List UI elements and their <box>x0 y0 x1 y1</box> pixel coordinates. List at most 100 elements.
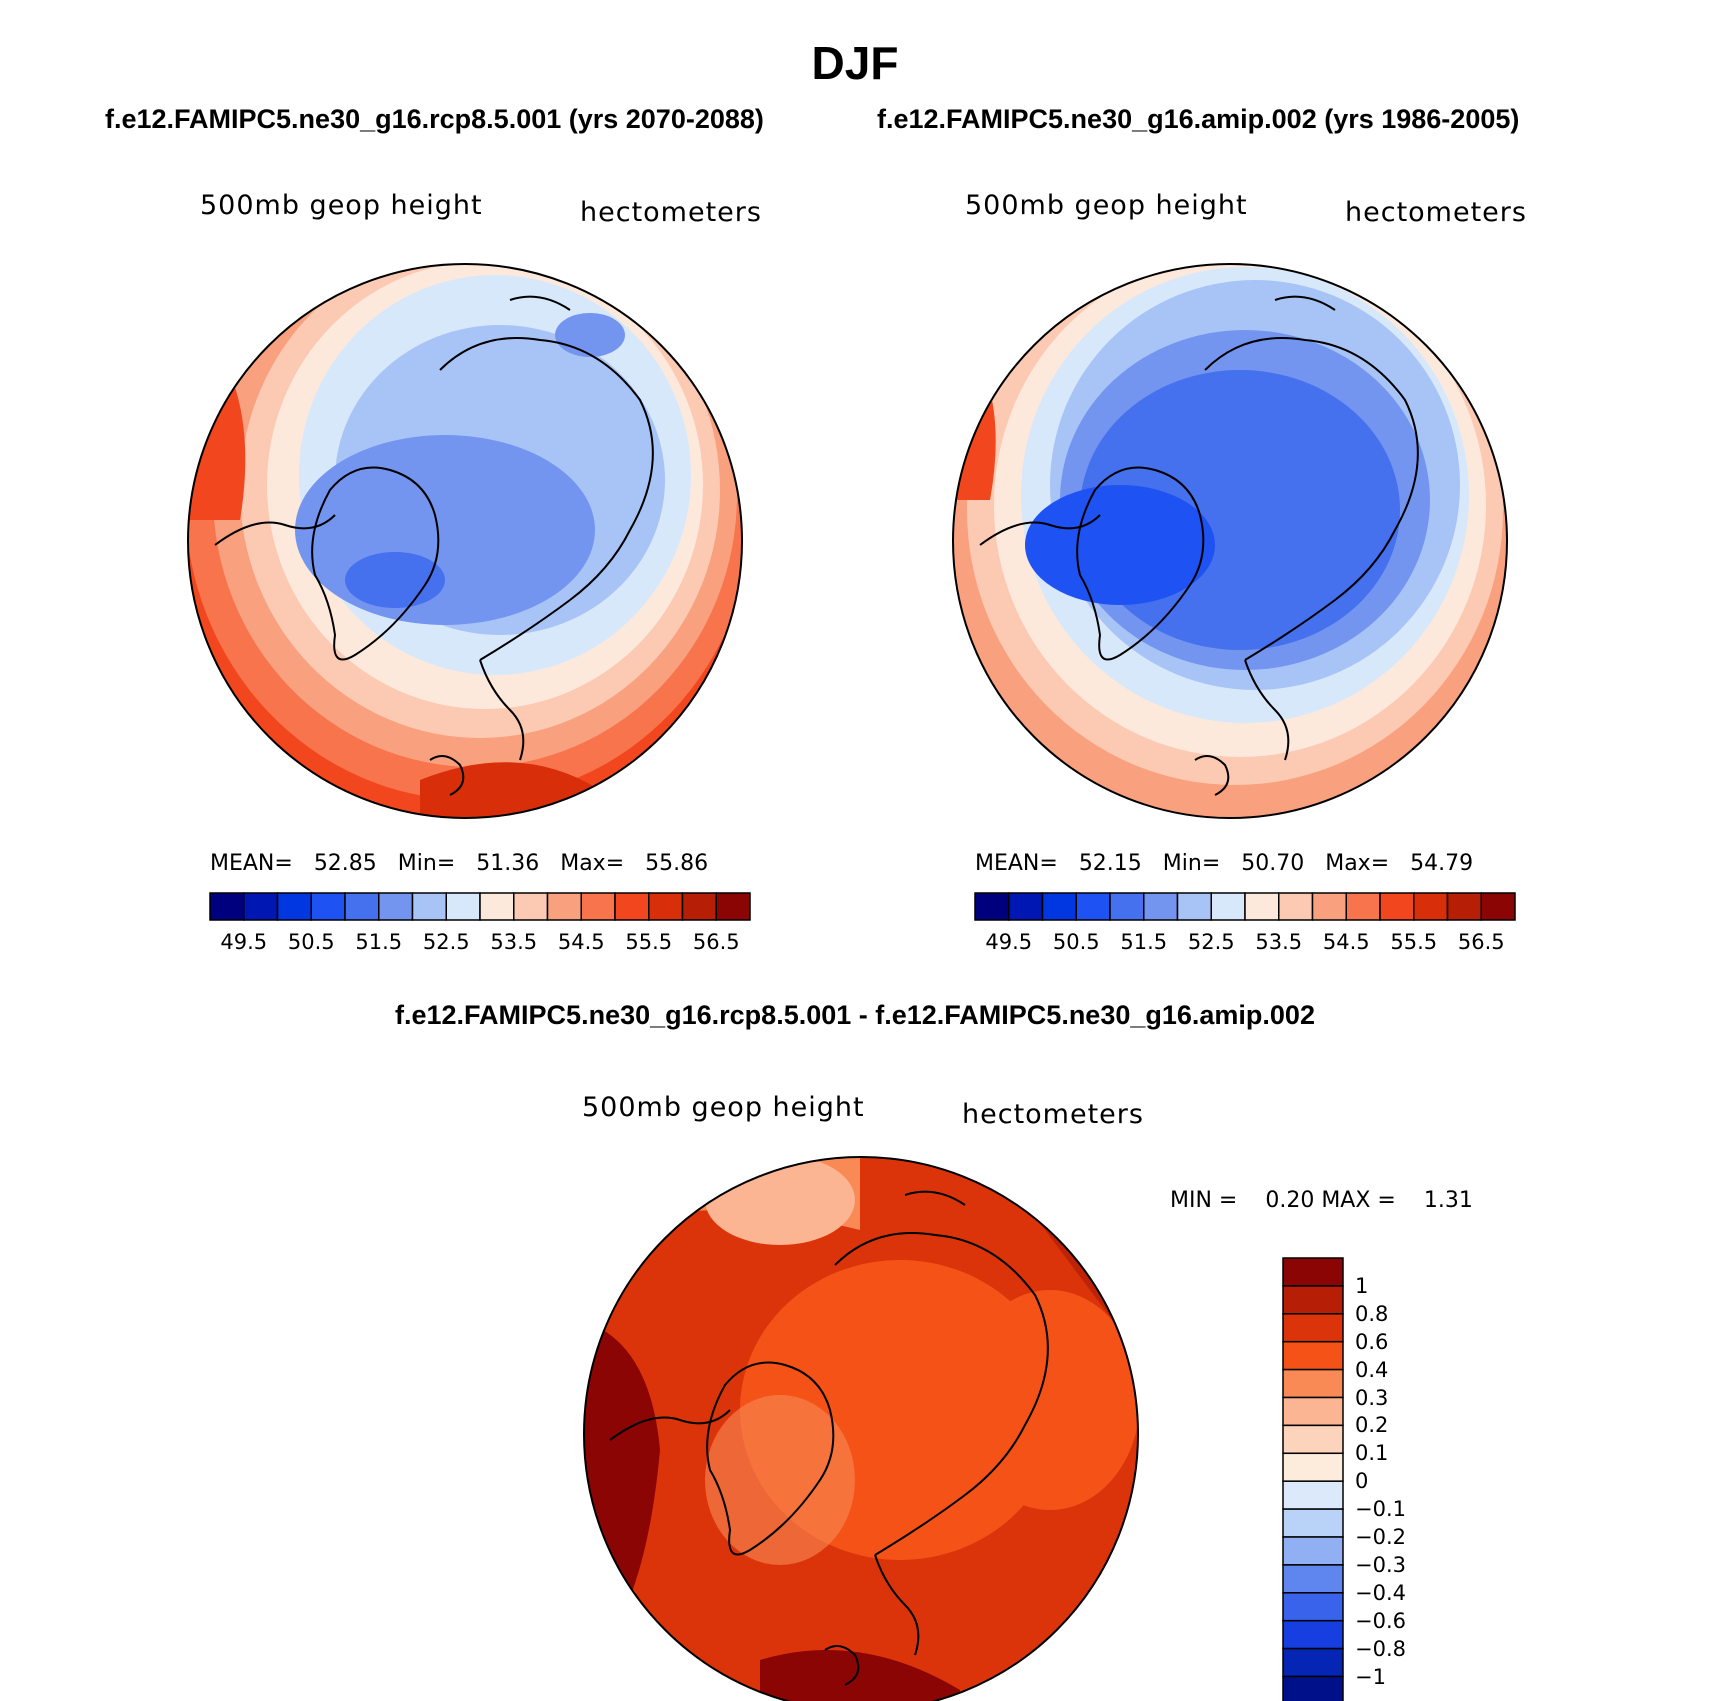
colorbar-rcp85-tick-label: 56.5 <box>692 930 740 954</box>
colorbar-amip-swatch <box>1278 892 1314 921</box>
colorbar-rcp85-tick-label: 49.5 <box>220 930 268 954</box>
colorbar-difference <box>1282 1257 1344 1701</box>
colorbar-amip-swatch <box>1311 892 1347 921</box>
colorbar-difference-swatch <box>1282 1340 1344 1371</box>
colorbar-amip-swatch <box>1075 892 1111 921</box>
colorbar-rcp85-tick-label: 50.5 <box>287 930 335 954</box>
map-amip <box>952 263 1508 819</box>
colorbar-difference-swatch <box>1282 1564 1344 1594</box>
map-rcp85 <box>187 263 743 819</box>
panel-units-left: hectometers <box>580 197 762 228</box>
difference-variable: 500mb geop height <box>582 1092 865 1123</box>
colorbar-amip-tick-label: 55.5 <box>1390 930 1438 954</box>
colorbar-rcp85-swatch <box>310 892 346 921</box>
colorbar-amip-swatch <box>974 892 1010 921</box>
colorbar-amip-tick-label: 56.5 <box>1457 930 1505 954</box>
colorbar-amip-tick-label: 51.5 <box>1120 930 1168 954</box>
colorbar-amip-swatch <box>1480 892 1516 921</box>
colorbar-amip-swatch <box>1041 892 1077 921</box>
colorbar-difference-tick-label: −0.1 <box>1355 1497 1406 1522</box>
colorbar-rcp85-swatch <box>276 892 312 921</box>
colorbar-difference-swatch <box>1282 1452 1344 1482</box>
colorbar-rcp85-swatch <box>378 892 414 921</box>
colorbar-rcp85-swatch <box>546 892 582 921</box>
stats-min-value: 51.36 <box>476 851 540 876</box>
colorbar-rcp85-swatch <box>580 892 616 921</box>
colorbar-difference-tick-label: −0.4 <box>1355 1580 1406 1605</box>
colorbar-rcp85-tick-label: 54.5 <box>557 930 605 954</box>
colorbar-rcp85-swatch <box>209 892 245 921</box>
colorbar-difference-tick-label: 1 <box>1355 1273 1369 1298</box>
diff-min-label: MIN = <box>1170 1188 1238 1213</box>
colorbar-difference-swatch <box>1282 1536 1344 1566</box>
colorbar-difference-swatch <box>1282 1647 1344 1678</box>
colorbar-difference-swatch <box>1282 1396 1344 1427</box>
diff-max-value: 1.31 <box>1423 1188 1473 1213</box>
stats-rcp85: MEAN= 52.85 Min= 51.36 Max= 55.86 <box>210 851 708 876</box>
colorbar-rcp85-swatch <box>614 892 650 921</box>
stats-mean-value: 52.85 <box>313 851 377 876</box>
colorbar-amip <box>974 892 1516 921</box>
stats-amip: MEAN= 52.15 Min= 50.70 Max= 54.79 <box>975 851 1473 876</box>
stats-min-value: 50.70 <box>1241 851 1305 876</box>
colorbar-difference-tick-label: −0.6 <box>1355 1608 1406 1633</box>
stats-mean-label: MEAN= <box>210 851 293 876</box>
colorbar-rcp85-swatch <box>445 892 481 921</box>
stats-difference: MIN = 0.20 MAX = 1.31 <box>1170 1188 1473 1213</box>
diff-min-value: 0.20 <box>1265 1188 1315 1213</box>
colorbar-difference-swatch <box>1282 1424 1344 1455</box>
colorbar-difference-tick-label: 0.8 <box>1355 1301 1389 1326</box>
map-difference <box>583 1156 1139 1701</box>
colorbar-amip-tick-label: 53.5 <box>1255 930 1303 954</box>
colorbar-rcp85-swatch <box>513 892 549 921</box>
colorbar-difference-tick-label: −0.2 <box>1355 1525 1406 1549</box>
colorbar-difference-swatch <box>1282 1675 1344 1701</box>
colorbar-difference-tick-label: −0.8 <box>1355 1636 1406 1661</box>
colorbar-rcp85-swatch <box>479 892 515 921</box>
colorbar-difference-swatch <box>1282 1257 1344 1287</box>
stats-max-value: 54.79 <box>1410 851 1474 876</box>
colorbar-difference-swatch <box>1282 1592 1344 1622</box>
colorbar-rcp85-tick-label: 52.5 <box>422 930 470 954</box>
colorbar-difference-tick-label: −0.3 <box>1355 1552 1406 1577</box>
colorbar-amip-swatch <box>1345 892 1381 921</box>
diff-max-label: MAX = <box>1321 1188 1396 1213</box>
colorbar-difference-tick-label: 0 <box>1355 1469 1369 1494</box>
colorbar-amip-swatch <box>1109 892 1145 921</box>
colorbar-difference-tick-label: 0.6 <box>1355 1329 1389 1354</box>
colorbar-rcp85-swatch <box>715 892 751 921</box>
colorbar-rcp85-swatch <box>243 892 279 921</box>
colorbar-amip-tick-label: 49.5 <box>985 930 1033 954</box>
colorbar-difference-swatch <box>1282 1313 1344 1343</box>
panel-variable-left: 500mb geop height <box>200 190 483 221</box>
difference-title: f.e12.FAMIPC5.ne30_g16.rcp8.5.001 - f.e1… <box>395 1000 1315 1030</box>
colorbar-difference-swatch <box>1282 1368 1344 1399</box>
colorbar-amip-swatch <box>1176 892 1212 921</box>
panel-subtitle-left: f.e12.FAMIPC5.ne30_g16.rcp8.5.001 (yrs 2… <box>105 104 764 134</box>
colorbar-difference-tick-label: −1 <box>1355 1664 1386 1689</box>
colorbar-rcp85-swatch <box>648 892 684 921</box>
stats-min-label: Min= <box>397 851 456 876</box>
colorbar-difference-swatch <box>1282 1508 1344 1538</box>
colorbar-amip-tick-label: 50.5 <box>1052 930 1100 954</box>
stats-max-label: Max= <box>1325 851 1390 876</box>
colorbar-amip-swatch <box>1413 892 1449 921</box>
colorbar-rcp85-tick-label: 51.5 <box>355 930 403 954</box>
colorbar-amip-swatch <box>1210 892 1246 921</box>
colorbar-difference-swatch <box>1282 1619 1344 1650</box>
stats-mean-label: MEAN= <box>975 851 1058 876</box>
panel-units-right: hectometers <box>1345 197 1527 228</box>
panel-subtitle-right: f.e12.FAMIPC5.ne30_g16.amip.002 (yrs 198… <box>877 104 1520 134</box>
colorbar-amip-tick-label: 52.5 <box>1187 930 1235 954</box>
colorbar-amip-swatch <box>1446 892 1482 921</box>
figure-title: DJF <box>811 37 899 89</box>
stats-max-label: Max= <box>560 851 625 876</box>
colorbar-amip-swatch <box>1008 892 1044 921</box>
colorbar-rcp85-swatch <box>411 892 447 921</box>
colorbar-amip-tick-label: 54.5 <box>1322 930 1370 954</box>
colorbar-difference-tick-label: 0.3 <box>1355 1385 1389 1410</box>
colorbar-rcp85 <box>209 892 751 921</box>
stats-min-label: Min= <box>1162 851 1221 876</box>
colorbar-amip-swatch <box>1244 892 1280 921</box>
difference-units: hectometers <box>962 1099 1144 1130</box>
